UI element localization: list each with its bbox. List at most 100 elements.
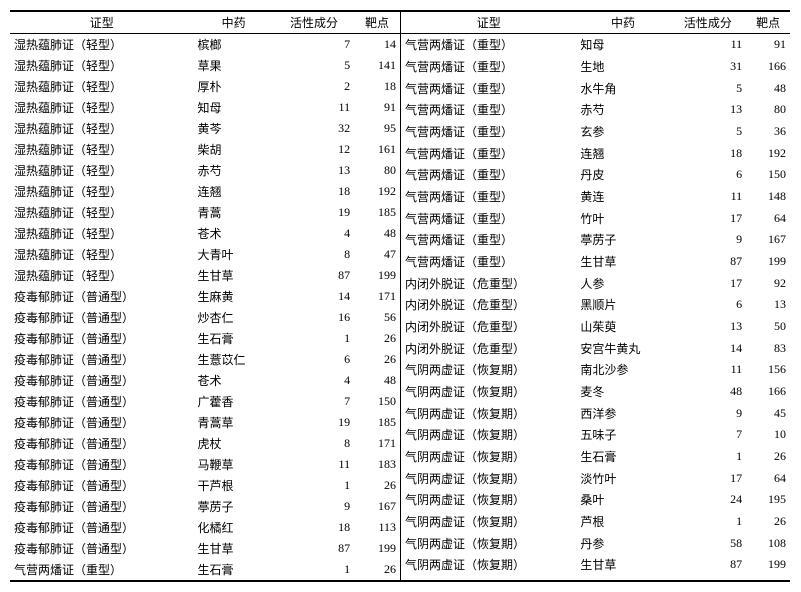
table-row: 内闭外脱证（危重型）人参1792 xyxy=(401,272,791,294)
cell: 26 xyxy=(354,559,400,581)
cell: 14 xyxy=(670,337,747,359)
cell: 气营两燔证（重型） xyxy=(401,207,577,229)
cell: 丹皮 xyxy=(576,164,669,186)
cell: 64 xyxy=(746,467,790,489)
cell: 疫毒郁肺证（普通型） xyxy=(10,433,194,454)
cell: 玄参 xyxy=(576,121,669,143)
cell: 11 xyxy=(274,454,354,475)
cell: 麦冬 xyxy=(576,381,669,403)
cell: 18 xyxy=(670,142,747,164)
cell: 南北沙参 xyxy=(576,359,669,381)
cell: 苍术 xyxy=(194,370,274,391)
cell: 竹叶 xyxy=(576,207,669,229)
cell: 13 xyxy=(746,294,790,316)
cell: 湿热蕴肺证（轻型） xyxy=(10,244,194,265)
cell: 大青叶 xyxy=(194,244,274,265)
table-row: 疫毒郁肺证（普通型）生麻黄14171 xyxy=(10,286,400,307)
cell: 24 xyxy=(670,489,747,511)
cell: 气阴两虚证（恢复期） xyxy=(401,424,577,446)
cell: 16 xyxy=(274,307,354,328)
table-row: 疫毒郁肺证（普通型）马鞭草11183 xyxy=(10,454,400,475)
cell: 黄连 xyxy=(576,186,669,208)
cell: 湿热蕴肺证（轻型） xyxy=(10,265,194,286)
cell xyxy=(401,576,577,581)
table-row: 疫毒郁肺证（普通型）青蒿草19185 xyxy=(10,412,400,433)
cell: 人参 xyxy=(576,272,669,294)
cell: 气营两燔证（重型） xyxy=(401,56,577,78)
table-row: 内闭外脱证（危重型）黑顺片613 xyxy=(401,294,791,316)
cell: 8 xyxy=(274,244,354,265)
cell: 47 xyxy=(354,244,400,265)
cell: 疫毒郁肺证（普通型） xyxy=(10,307,194,328)
cell: 12 xyxy=(274,139,354,160)
cell: 疫毒郁肺证（普通型） xyxy=(10,517,194,538)
cell: 湿热蕴肺证（轻型） xyxy=(10,139,194,160)
cell: 1 xyxy=(274,328,354,349)
cell: 连翘 xyxy=(194,181,274,202)
cell: 87 xyxy=(670,554,747,576)
cell: 柴胡 xyxy=(194,139,274,160)
cell xyxy=(746,576,790,581)
table-row: 湿热蕴肺证（轻型）大青叶847 xyxy=(10,244,400,265)
cell: 湿热蕴肺证（轻型） xyxy=(10,202,194,223)
table-row: 气阴两虚证（恢复期）西洋参945 xyxy=(401,402,791,424)
cell: 五味子 xyxy=(576,424,669,446)
cell: 113 xyxy=(354,517,400,538)
cell: 疫毒郁肺证（普通型） xyxy=(10,370,194,391)
cell: 芦根 xyxy=(576,511,669,533)
cell: 171 xyxy=(354,286,400,307)
cell: 草果 xyxy=(194,55,274,76)
cell: 64 xyxy=(746,207,790,229)
cell: 湿热蕴肺证（轻型） xyxy=(10,34,194,56)
cell xyxy=(670,576,747,581)
cell: 31 xyxy=(670,56,747,78)
cell: 48 xyxy=(746,77,790,99)
cell: 生麻黄 xyxy=(194,286,274,307)
table-row: 气阴两虚证（恢复期）桑叶24195 xyxy=(401,489,791,511)
cell: 11 xyxy=(670,359,747,381)
table-row: 气阴两虚证（恢复期）麦冬48166 xyxy=(401,381,791,403)
cell: 92 xyxy=(746,272,790,294)
cell: 西洋参 xyxy=(576,402,669,424)
table-row: 气营两燔证（重型）玄参536 xyxy=(401,121,791,143)
cell: 内闭外脱证（危重型） xyxy=(401,294,577,316)
cell: 166 xyxy=(746,56,790,78)
col-active: 活性成分 xyxy=(670,11,747,34)
table-row: 气营两燔证（重型）葶苈子9167 xyxy=(401,229,791,251)
cell: 80 xyxy=(746,99,790,121)
cell: 150 xyxy=(746,164,790,186)
table-row: 气阴两虚证（恢复期）南北沙参11156 xyxy=(401,359,791,381)
cell: 11 xyxy=(670,34,747,56)
cell: 199 xyxy=(354,265,400,286)
cell: 18 xyxy=(354,76,400,97)
table-wrapper: 证型 中药 活性成分 靶点 湿热蕴肺证（轻型）槟榔714湿热蕴肺证（轻型）草果5… xyxy=(10,10,790,582)
cell: 槟榔 xyxy=(194,34,274,56)
cell: 内闭外脱证（危重型） xyxy=(401,337,577,359)
cell: 化橘红 xyxy=(194,517,274,538)
table-left: 证型 中药 活性成分 靶点 湿热蕴肺证（轻型）槟榔714湿热蕴肺证（轻型）草果5… xyxy=(10,10,400,582)
cell: 13 xyxy=(670,99,747,121)
cell: 19 xyxy=(274,202,354,223)
cell: 58 xyxy=(670,532,747,554)
table-row: 气阴两虚证（恢复期）生石膏126 xyxy=(401,446,791,468)
cell: 48 xyxy=(354,370,400,391)
cell: 淡竹叶 xyxy=(576,467,669,489)
cell: 4 xyxy=(274,370,354,391)
cell: 山茱萸 xyxy=(576,316,669,338)
cell: 疫毒郁肺证（普通型） xyxy=(10,349,194,370)
cell: 19 xyxy=(274,412,354,433)
cell: 87 xyxy=(274,538,354,559)
table-row: 湿热蕴肺证（轻型）知母1191 xyxy=(10,97,400,118)
cell: 5 xyxy=(670,77,747,99)
cell: 26 xyxy=(746,511,790,533)
table-row: 气营两燔证（重型）水牛角548 xyxy=(401,77,791,99)
cell: 141 xyxy=(354,55,400,76)
cell: 安宫牛黄丸 xyxy=(576,337,669,359)
table-row: 疫毒郁肺证（普通型）生石膏126 xyxy=(10,328,400,349)
cell: 虎杖 xyxy=(194,433,274,454)
cell: 青蒿 xyxy=(194,202,274,223)
cell: 湿热蕴肺证（轻型） xyxy=(10,55,194,76)
cell: 36 xyxy=(746,121,790,143)
cell: 生石膏 xyxy=(194,559,274,581)
table-row: 气阴两虚证（恢复期）芦根126 xyxy=(401,511,791,533)
